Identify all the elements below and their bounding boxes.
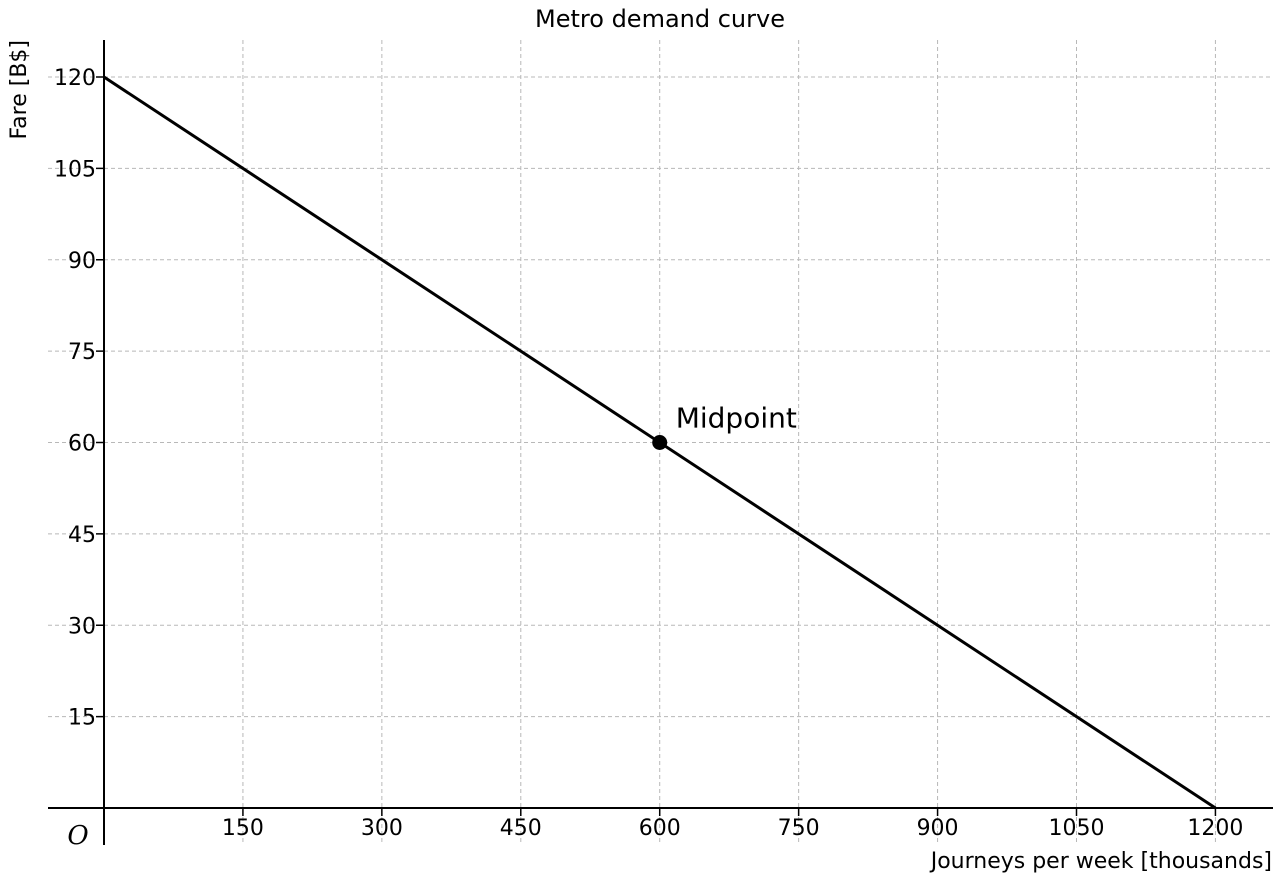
y-tick-label: 45 xyxy=(68,523,96,548)
annotations: Midpoint xyxy=(652,402,797,450)
x-tick-label: 1050 xyxy=(1049,816,1105,841)
x-tick-label: 600 xyxy=(639,816,681,841)
x-tick-label: 1200 xyxy=(1187,816,1243,841)
y-axis-label: Fare [B$] xyxy=(7,40,32,139)
midpoint-marker xyxy=(652,435,668,450)
grid xyxy=(48,40,1271,845)
chart-title: Metro demand curve xyxy=(535,5,785,33)
x-tick-label: 900 xyxy=(917,816,959,841)
ticks: 150 300 450 600 750 900 1050 1200 15 30 45 60 75 90 10… xyxy=(54,66,1243,841)
y-tick-label: 105 xyxy=(54,157,96,182)
y-tick-label: 120 xyxy=(54,66,96,91)
y-tick-label: 90 xyxy=(68,249,96,274)
y-tick-label: 75 xyxy=(68,340,96,365)
x-tick-label: 150 xyxy=(222,816,264,841)
x-axis-label: Journeys per week [thousands] xyxy=(929,849,1272,874)
y-tick-label: 60 xyxy=(68,432,96,457)
y-tick-label: 15 xyxy=(68,706,96,731)
origin-label: O xyxy=(67,821,88,851)
y-tick-label: 30 xyxy=(68,614,96,639)
midpoint-label: Midpoint xyxy=(676,402,797,435)
x-tick-label: 750 xyxy=(778,816,820,841)
x-tick-label: 300 xyxy=(361,816,403,841)
x-tick-label: 450 xyxy=(500,816,542,841)
